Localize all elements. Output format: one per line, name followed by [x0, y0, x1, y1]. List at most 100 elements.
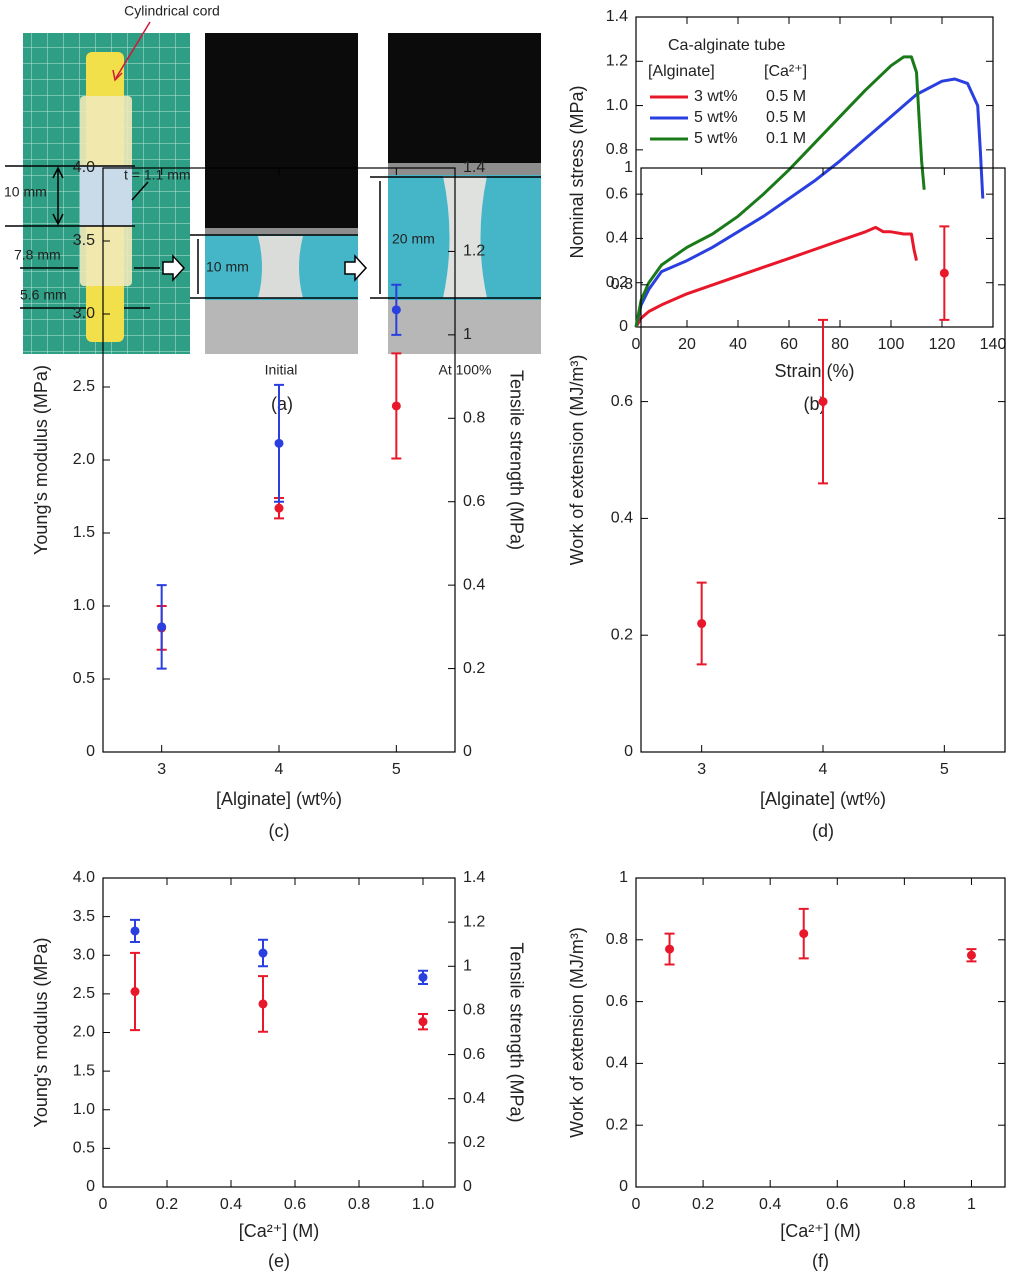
- y-axis-label: Young's modulus (MPa): [31, 938, 51, 1128]
- x-tick-label: 100: [878, 336, 905, 353]
- point: [799, 929, 809, 939]
- point: [274, 438, 284, 448]
- y-tick-label: 1: [619, 869, 628, 886]
- y2-tick-label: 0.4: [463, 576, 485, 593]
- y-tick-label: 3.0: [73, 946, 95, 963]
- point: [258, 948, 268, 958]
- y-tick-label: 0.2: [606, 274, 628, 291]
- photo-cord: [5, 21, 190, 354]
- y-axis-label: Work of extension (MJ/m³): [567, 927, 587, 1138]
- y-tick-label: 0: [619, 318, 628, 335]
- x-tick-label: 0.2: [156, 1196, 178, 1213]
- panel-caption: (c): [269, 821, 290, 841]
- y-tick-label: 4.0: [73, 159, 95, 176]
- y-tick-label: 0: [86, 743, 95, 760]
- x-axis-label: Strain (%): [774, 361, 854, 381]
- x-tick-label: 0.8: [348, 1196, 370, 1213]
- x-tick-label: 4: [819, 761, 828, 778]
- x-tick-label: 0: [632, 336, 641, 353]
- y-tick-label: 1.5: [73, 1062, 95, 1079]
- y2-tick-label: 1.4: [463, 159, 485, 176]
- y-tick-label: 3.0: [73, 305, 95, 322]
- point: [665, 944, 675, 954]
- x-tick-label: 20: [678, 336, 696, 353]
- y-tick-label: 2.5: [73, 985, 95, 1002]
- legend-header: [Ca²⁺]: [764, 63, 807, 80]
- legend-label: 0.1 M: [766, 130, 806, 147]
- point: [130, 987, 140, 997]
- photo-label: Cylindrical cord: [124, 3, 220, 19]
- panel-caption: (d): [812, 821, 834, 841]
- y-tick-label: 1.0: [606, 97, 628, 114]
- x-tick-label: 40: [729, 336, 747, 353]
- y2-tick-label: 0.6: [463, 1046, 485, 1063]
- y-axis-label: Young's modulus (MPa): [31, 365, 51, 555]
- x-tick-label: 0: [632, 1196, 641, 1213]
- y-tick-label: 0.6: [611, 393, 633, 410]
- y-tick-label: 2.0: [73, 1024, 95, 1041]
- x-tick-label: 0.6: [826, 1196, 848, 1213]
- x-tick-label: 4: [275, 761, 284, 778]
- legend-label: 0.5 M: [766, 88, 806, 105]
- x-axis-label: [Alginate] (wt%): [216, 789, 342, 809]
- point: [258, 999, 268, 1009]
- panel-caption: (a): [271, 394, 293, 414]
- x-tick-label: 0.6: [284, 1196, 306, 1213]
- line: [634, 225, 918, 328]
- y-tick-label: 2.5: [73, 378, 95, 395]
- photo-label: 10 mm: [206, 259, 249, 275]
- x-tick-label: 3: [697, 761, 706, 778]
- line: [634, 55, 926, 328]
- photo-label: 7.8 mm: [14, 247, 61, 263]
- y-tick-label: 1.2: [606, 53, 628, 70]
- y2-axis-label: Tensile strength (MPa): [506, 370, 526, 550]
- legend-label: 3 wt%: [694, 88, 738, 105]
- point: [157, 622, 167, 632]
- line: [634, 77, 985, 328]
- x-tick-label: 3: [157, 761, 166, 778]
- y2-tick-label: 1.2: [463, 913, 485, 930]
- y-tick-label: 0.2: [606, 1116, 628, 1133]
- x-tick-label: 5: [392, 761, 401, 778]
- y2-tick-label: 1.2: [463, 243, 485, 260]
- y-tick-label: 0.6: [606, 185, 628, 202]
- x-tick-label: 1.0: [412, 1196, 434, 1213]
- y-tick-label: 0: [619, 1178, 628, 1195]
- panel-caption: (f): [812, 1251, 829, 1271]
- x-tick-label: 0: [99, 1196, 108, 1213]
- y-tick-label: 0.4: [606, 1055, 628, 1072]
- y-tick-label: 0.4: [611, 510, 633, 527]
- y-tick-label: 4.0: [73, 869, 95, 886]
- y-axis-label: Work of extension (MJ/m³): [567, 355, 587, 566]
- y-tick-label: 0: [624, 743, 633, 760]
- plot-frame: [635, 16, 994, 328]
- y-tick-label: 0.5: [73, 1140, 95, 1157]
- photo-label: 5.6 mm: [20, 287, 67, 303]
- legend-label: 5 wt%: [694, 109, 738, 126]
- y-tick-label: 1: [624, 159, 633, 176]
- y-tick-label: 3.5: [73, 232, 95, 249]
- point: [939, 268, 949, 278]
- y-tick-label: 0.8: [606, 931, 628, 948]
- x-tick-label: 140: [980, 336, 1007, 353]
- panel-caption: (e): [268, 1251, 290, 1271]
- point: [391, 401, 401, 411]
- legend-title: Ca-alginate tube: [668, 37, 786, 54]
- y2-tick-label: 0.4: [463, 1090, 485, 1107]
- point: [697, 619, 707, 629]
- point: [818, 397, 828, 407]
- photo-label: Initial: [265, 362, 298, 378]
- y-tick-label: 1.5: [73, 524, 95, 541]
- point: [391, 305, 401, 315]
- y-tick-label: 0.6: [606, 993, 628, 1010]
- point: [966, 950, 976, 960]
- y2-axis-label: Tensile strength (MPa): [506, 942, 526, 1122]
- x-tick-label: 0.8: [893, 1196, 915, 1213]
- x-tick-label: 80: [831, 336, 849, 353]
- y-tick-label: 0: [86, 1178, 95, 1195]
- y2-tick-label: 0.8: [463, 410, 485, 427]
- photo-label: 20 mm: [392, 231, 435, 247]
- x-tick-label: 0.4: [759, 1196, 781, 1213]
- y-tick-label: 1.4: [606, 8, 628, 25]
- legend-label: 5 wt%: [694, 130, 738, 147]
